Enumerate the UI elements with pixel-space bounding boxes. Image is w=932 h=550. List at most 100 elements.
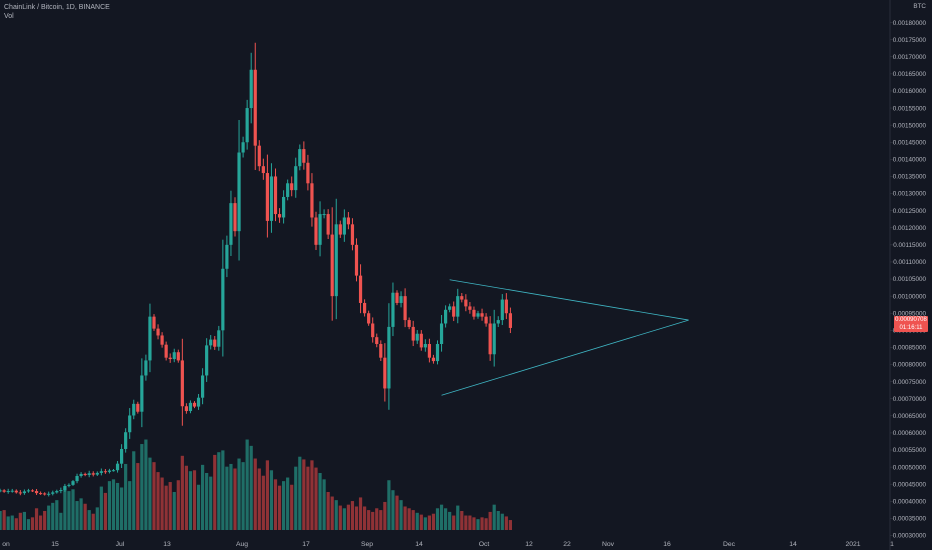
time-axis[interactable]: on 15 Jul 13 Aug 17 Sep 14 Oct 12 22 Nov 16 Dec 14 2021… (2, 541, 894, 548)
price-tick-label: 0.00055000 (893, 447, 927, 454)
candle (379, 340, 383, 361)
candle (277, 208, 282, 223)
candle (95, 471, 99, 477)
volume-bar (55, 500, 59, 530)
volume-bar (350, 501, 355, 530)
candle (148, 303, 152, 373)
price-tick-label: 0.00150000 (893, 122, 927, 129)
volume-bar (83, 503, 87, 530)
volume-bar (120, 487, 124, 530)
volume-bar (387, 480, 391, 530)
candle (217, 325, 221, 351)
candle (79, 472, 83, 478)
volume-bar (91, 513, 95, 530)
volume-bar (423, 517, 427, 530)
trendline-upper[interactable] (449, 279, 689, 321)
volume-bar (229, 463, 233, 530)
volume-bar (233, 468, 237, 530)
volume-indicator-label: Vol (4, 13, 14, 20)
candle (375, 333, 379, 348)
price-candles (0, 42, 512, 497)
candle (484, 313, 488, 327)
candle (294, 157, 298, 198)
candle (241, 136, 245, 158)
price-tick-label: 0.00120000 (893, 225, 927, 232)
candle (350, 218, 355, 251)
volume-bar (330, 496, 334, 530)
volume-bar (14, 518, 18, 530)
volume-bar (346, 504, 350, 530)
symbol-title: ChainLink / Bitcoin, 1D, BINANCE (4, 4, 110, 11)
candle (334, 198, 338, 320)
volume-bar (209, 476, 213, 530)
volume-bar (452, 515, 456, 530)
volume-bar (67, 491, 71, 530)
candle (269, 163, 274, 233)
candle (342, 209, 346, 242)
time-tick-label: Nov (602, 541, 615, 548)
candle (448, 303, 452, 313)
price-axis[interactable]: 0.00030000 0.00035000 0.00040000 0.00045000… (889, 0, 927, 550)
volume-bar (59, 512, 63, 530)
volume-bar (334, 500, 338, 530)
price-tick-label: 0.00170000 (893, 54, 927, 61)
candle (314, 211, 318, 251)
price-tick-label: 0.00115000 (893, 242, 926, 249)
volume-bars (0, 439, 512, 530)
volume-bar (221, 450, 225, 530)
candle (99, 468, 103, 476)
candle (318, 201, 322, 257)
candle (213, 336, 217, 350)
price-tick-label: 0.00035000 (893, 516, 927, 523)
time-tick-label: 22 (563, 541, 571, 548)
candle (460, 293, 464, 303)
price-tick-label: 0.00135000 (893, 174, 927, 181)
candle (6, 488, 10, 494)
volume-bar (358, 497, 363, 530)
candle (346, 212, 350, 230)
candle (488, 316, 492, 361)
price-tick-label: 0.00085000 (893, 345, 927, 352)
trendline-lower[interactable] (441, 319, 689, 396)
price-tick-label: 0.00155000 (893, 105, 927, 112)
price-tick-label: 0.00050000 (893, 464, 927, 471)
candle (391, 282, 395, 337)
volume-bar (391, 490, 395, 530)
volume-bar (508, 520, 512, 530)
volume-bar (383, 501, 387, 530)
volume-bar (472, 517, 476, 530)
volume-bar (298, 456, 302, 530)
volume-bar (294, 466, 298, 530)
volume-bar (18, 512, 22, 530)
candle (411, 320, 415, 347)
volume-bar (152, 462, 156, 530)
volume-bar (395, 495, 399, 530)
volume-bar (444, 508, 448, 530)
volume-bar (399, 500, 403, 530)
candle (176, 349, 180, 363)
currency-label: BTC (913, 3, 926, 10)
volume-bar (99, 486, 103, 530)
candle (43, 492, 47, 496)
volume-bar (411, 510, 415, 530)
candle (464, 294, 468, 312)
volume-bar (192, 470, 197, 530)
time-tick-label: 17 (302, 541, 310, 548)
volume-bar (407, 508, 411, 530)
candle (205, 338, 209, 382)
candle (265, 154, 269, 238)
candle (22, 489, 26, 495)
candle (423, 339, 427, 352)
volume-bar (34, 508, 39, 530)
time-tick-label: Dec (723, 541, 736, 548)
time-tick-label: Jul (116, 541, 125, 548)
volume-bar (107, 481, 112, 530)
volume-bar (257, 468, 261, 530)
candle (144, 354, 148, 381)
volume-bar (427, 515, 431, 530)
volume-bar (205, 473, 209, 530)
price-tick-label: 0.00125000 (893, 208, 927, 215)
candle (358, 264, 363, 314)
candle (245, 99, 249, 150)
